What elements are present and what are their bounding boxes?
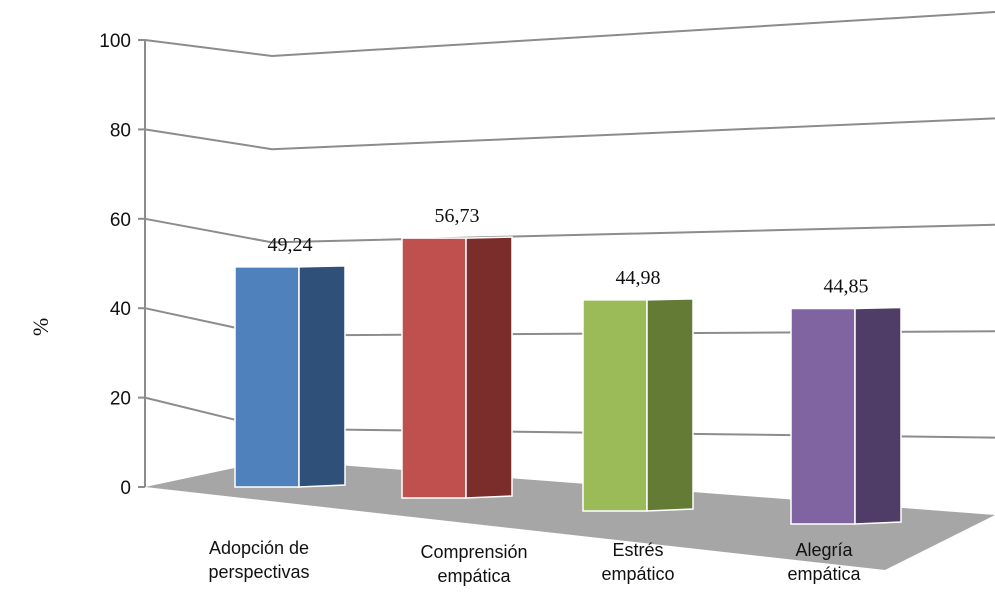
bar-front-face bbox=[790, 307, 856, 525]
bar-side-face bbox=[646, 298, 694, 512]
category-label-line: Adopción de bbox=[209, 538, 309, 558]
category-label-line: empática bbox=[787, 564, 861, 584]
bar-side-face bbox=[465, 236, 513, 499]
data-label: 56,73 bbox=[435, 205, 480, 227]
category-label: Adopción de perspectivas bbox=[208, 538, 309, 582]
gridline bbox=[144, 117, 995, 151]
y-tick-label: 100 bbox=[99, 31, 131, 52]
category-label-line: perspectivas bbox=[208, 562, 309, 582]
bar bbox=[234, 265, 346, 488]
bar bbox=[790, 306, 902, 525]
category-label: Estrés empático bbox=[601, 540, 674, 584]
bar-side-face bbox=[298, 265, 346, 488]
bar-front-face bbox=[401, 237, 467, 499]
category-label-line: empático bbox=[601, 564, 674, 584]
category-label: Comprensión empática bbox=[420, 542, 527, 586]
data-label: 49,24 bbox=[268, 234, 313, 256]
data-label: 44,98 bbox=[616, 267, 661, 289]
bars bbox=[234, 236, 902, 525]
bar bbox=[401, 236, 513, 499]
data-labels: 49,24 56,73 44,98 44,85 bbox=[268, 205, 869, 297]
y-tick-label: 20 bbox=[110, 389, 131, 410]
y-tick-label: 80 bbox=[110, 120, 131, 141]
bar bbox=[582, 298, 694, 512]
y-axis-title: % bbox=[28, 318, 53, 336]
bar-side-face bbox=[854, 306, 902, 525]
category-labels: Adopción de perspectivas Comprensión empáti… bbox=[208, 538, 861, 586]
data-label: 44,85 bbox=[824, 275, 869, 297]
y-tick-labels: 0 20 40 60 80 100 bbox=[99, 31, 145, 499]
y-tick-label: 40 bbox=[110, 299, 131, 320]
y-tick-label: 0 bbox=[120, 478, 131, 499]
category-label: Alegría empática bbox=[787, 540, 861, 584]
category-label-line: Comprensión bbox=[420, 542, 527, 562]
chart-floor bbox=[145, 460, 995, 570]
gridline bbox=[144, 217, 995, 244]
y-tick-label: 60 bbox=[110, 210, 131, 231]
category-label-line: Alegría bbox=[795, 540, 853, 560]
category-label-line: empática bbox=[437, 566, 511, 586]
bar-front-face bbox=[582, 299, 648, 512]
gridline bbox=[144, 11, 995, 58]
bar-front-face bbox=[234, 266, 300, 488]
category-label-line: Estrés bbox=[612, 540, 663, 560]
